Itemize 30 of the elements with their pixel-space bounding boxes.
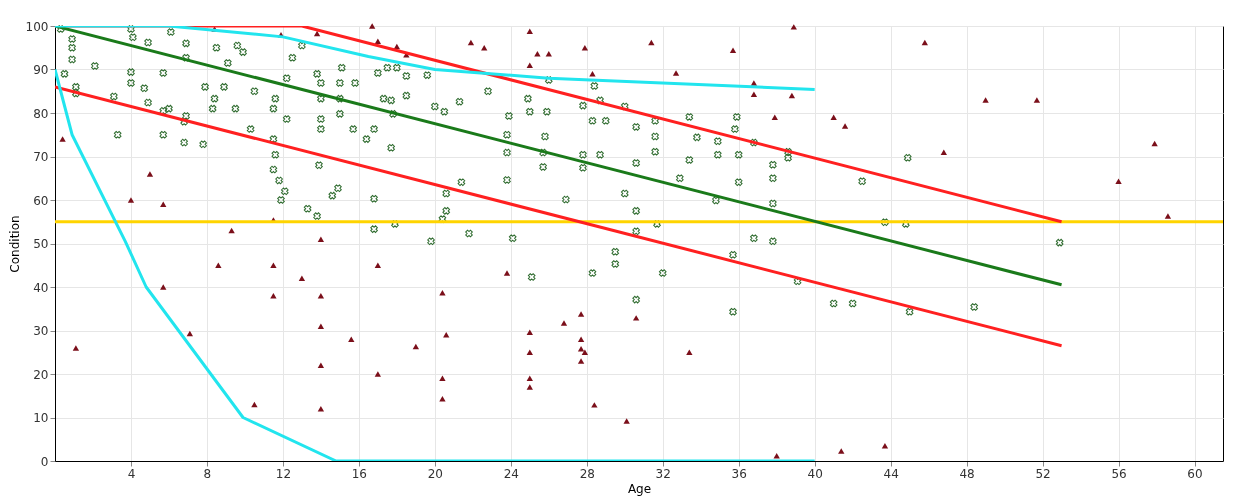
- x-tick-label: 20: [427, 466, 443, 481]
- y-tick-label: 100: [25, 19, 49, 34]
- x-tick-label: 60: [1187, 466, 1203, 481]
- y-tick-label: 0: [40, 454, 49, 469]
- y-tick-label: 80: [33, 106, 49, 121]
- x-tick-label: 28: [579, 466, 595, 481]
- x-tick-label: 8: [203, 466, 212, 481]
- x-tick-label: 56: [1111, 466, 1127, 481]
- y-tick-label: 50: [33, 237, 49, 251]
- y-tick-label: 20: [33, 367, 49, 382]
- y-tick-label: 70: [33, 150, 49, 164]
- y-tick-label: 10: [33, 411, 49, 425]
- y-tick-label: 40: [33, 280, 49, 295]
- y-tick-label: 30: [33, 324, 49, 338]
- x-tick-label: 36: [731, 466, 747, 481]
- y-axis-title: Condition: [7, 215, 22, 273]
- x-tick-label: 24: [503, 466, 519, 481]
- x-tick-label: 32: [655, 466, 671, 481]
- x-tick-label: 12: [275, 466, 292, 481]
- line-series: [55, 68, 817, 461]
- x-tick-label: 52: [1035, 466, 1051, 481]
- x-tick-label: 48: [959, 466, 975, 481]
- x-tick-label: 44: [883, 466, 899, 481]
- y-tick-label: 60: [33, 193, 49, 208]
- x-tick-label: 4: [127, 466, 136, 481]
- y-tick-label: 90: [33, 63, 49, 77]
- line-series: [55, 26, 817, 92]
- x-axis-title: Age: [627, 481, 652, 496]
- x-tick-label: 16: [351, 466, 368, 481]
- x-tick-label: 40: [807, 466, 823, 481]
